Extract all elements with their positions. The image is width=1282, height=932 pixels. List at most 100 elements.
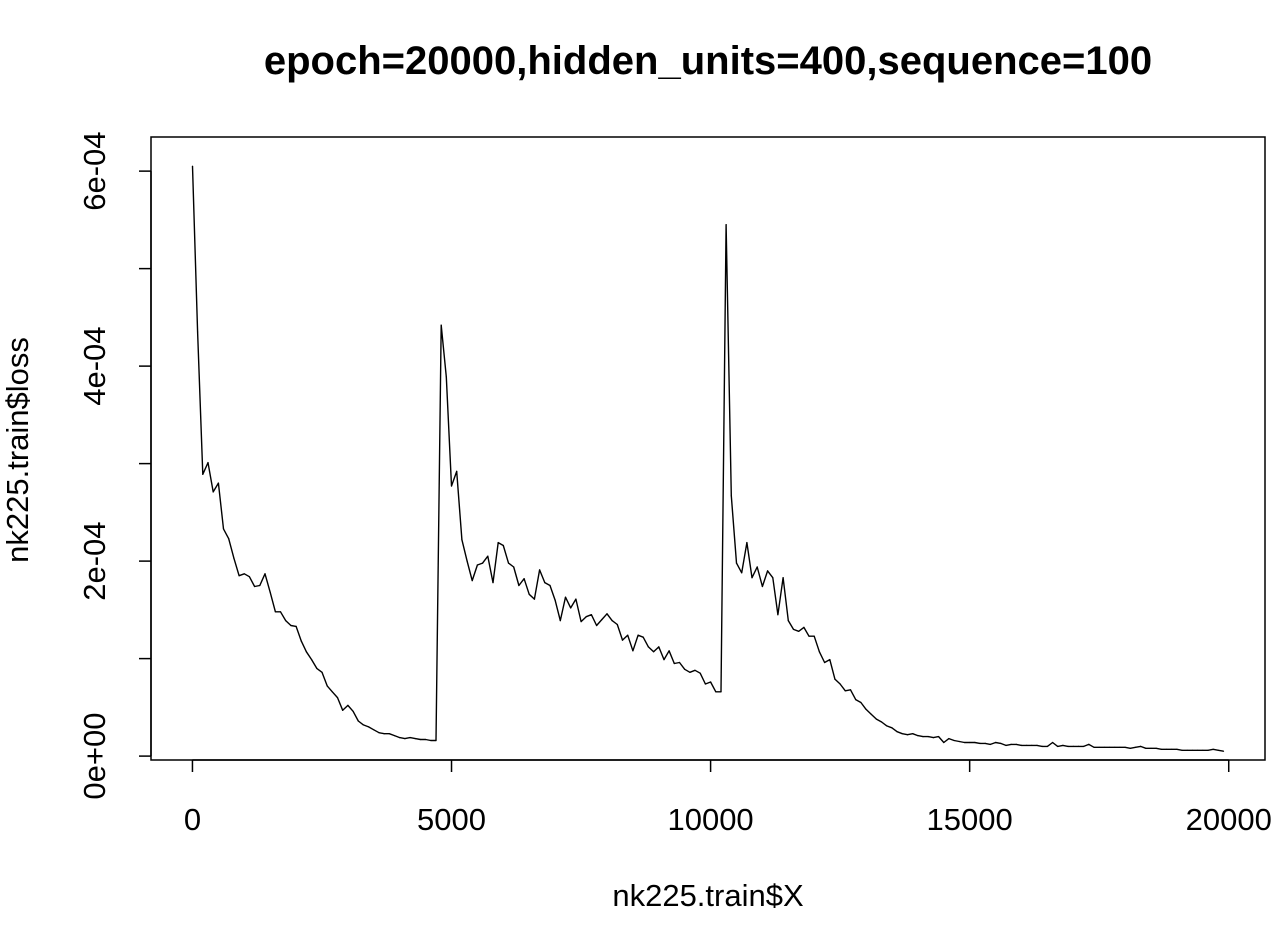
data-point	[295, 625, 297, 628]
data-point	[1176, 748, 1178, 750]
y-tick-label: 2e-04	[77, 521, 112, 600]
data-point	[435, 739, 437, 742]
data-point	[461, 539, 463, 541]
data-point	[564, 596, 567, 598]
data-point	[404, 738, 406, 740]
data-point	[575, 598, 577, 600]
data-point	[549, 584, 551, 587]
x-tick-label: 10000	[667, 802, 753, 837]
data-point	[285, 620, 287, 622]
data-point	[1077, 745, 1080, 748]
data-point	[875, 718, 878, 720]
data-point	[710, 681, 712, 683]
data-point	[1052, 741, 1054, 744]
data-point	[725, 224, 727, 226]
data-point	[658, 646, 660, 648]
data-point	[1119, 746, 1121, 748]
data-point	[507, 562, 510, 564]
data-point	[684, 668, 686, 670]
data-point	[834, 678, 836, 680]
data-point	[212, 491, 214, 493]
data-point	[559, 620, 561, 622]
data-point	[471, 580, 473, 582]
data-point	[492, 582, 494, 584]
data-point	[321, 671, 323, 673]
data-point	[248, 576, 250, 578]
data-point	[818, 651, 821, 653]
data-point	[694, 669, 696, 671]
data-point	[601, 619, 603, 621]
data-point	[570, 607, 572, 609]
data-point	[881, 721, 883, 723]
data-point	[1031, 744, 1033, 747]
data-point	[751, 577, 753, 579]
data-point	[352, 710, 354, 712]
data-point	[642, 636, 644, 638]
data-point	[824, 661, 826, 664]
data-point	[269, 591, 271, 593]
data-point	[1103, 746, 1105, 748]
data-point	[300, 640, 302, 642]
data-point	[1015, 743, 1017, 746]
data-point	[917, 735, 919, 737]
data-point	[984, 742, 986, 745]
data-point	[373, 729, 375, 731]
data-point	[1020, 744, 1023, 747]
data-point	[419, 738, 421, 741]
data-point	[378, 732, 380, 734]
data-point	[482, 562, 484, 564]
data-point	[197, 331, 199, 333]
data-point	[440, 324, 442, 326]
data-point	[1207, 749, 1209, 751]
data-point	[730, 495, 732, 497]
data-point	[870, 713, 872, 715]
data-point	[663, 659, 665, 661]
data-point	[191, 165, 194, 167]
y-axis: 0e+00 2e-04 4e-04 6e-04	[77, 131, 152, 800]
data-point	[1181, 749, 1183, 751]
data-point	[948, 738, 950, 740]
x-axis: 0 5000 10000 15000 20000	[184, 759, 1272, 837]
data-point	[1114, 746, 1116, 748]
data-point	[808, 635, 810, 637]
data-point	[886, 725, 888, 727]
data-point	[855, 699, 857, 701]
data-point	[1217, 749, 1219, 751]
data-point	[1145, 747, 1147, 749]
data-point	[305, 651, 307, 653]
data-point	[1109, 746, 1111, 748]
data-point	[409, 737, 411, 739]
data-point	[1098, 746, 1100, 748]
data-point	[476, 564, 478, 566]
data-point	[1160, 748, 1162, 750]
data-point	[502, 544, 504, 547]
data-point	[616, 623, 618, 626]
data-point	[673, 662, 675, 665]
data-point	[922, 736, 924, 738]
data-point	[445, 376, 447, 378]
data-point	[528, 593, 530, 595]
x-tick-label: 20000	[1186, 802, 1272, 837]
data-point	[735, 562, 738, 564]
data-point	[383, 733, 385, 735]
data-point	[1041, 745, 1043, 748]
data-points	[191, 165, 1225, 752]
data-point	[1171, 748, 1173, 750]
data-point	[347, 704, 349, 707]
data-point	[627, 634, 629, 636]
data-point	[1140, 745, 1142, 748]
data-point	[715, 691, 717, 693]
data-point	[767, 570, 769, 572]
data-point	[906, 734, 909, 736]
data-point	[865, 708, 867, 710]
data-point	[580, 621, 582, 623]
data-point	[279, 611, 282, 613]
data-point	[927, 736, 929, 738]
data-point	[777, 614, 779, 616]
data-point	[653, 651, 655, 653]
data-point	[668, 650, 670, 652]
data-point	[1155, 747, 1157, 749]
x-tick-label: 0	[184, 802, 201, 837]
data-point	[611, 620, 613, 622]
